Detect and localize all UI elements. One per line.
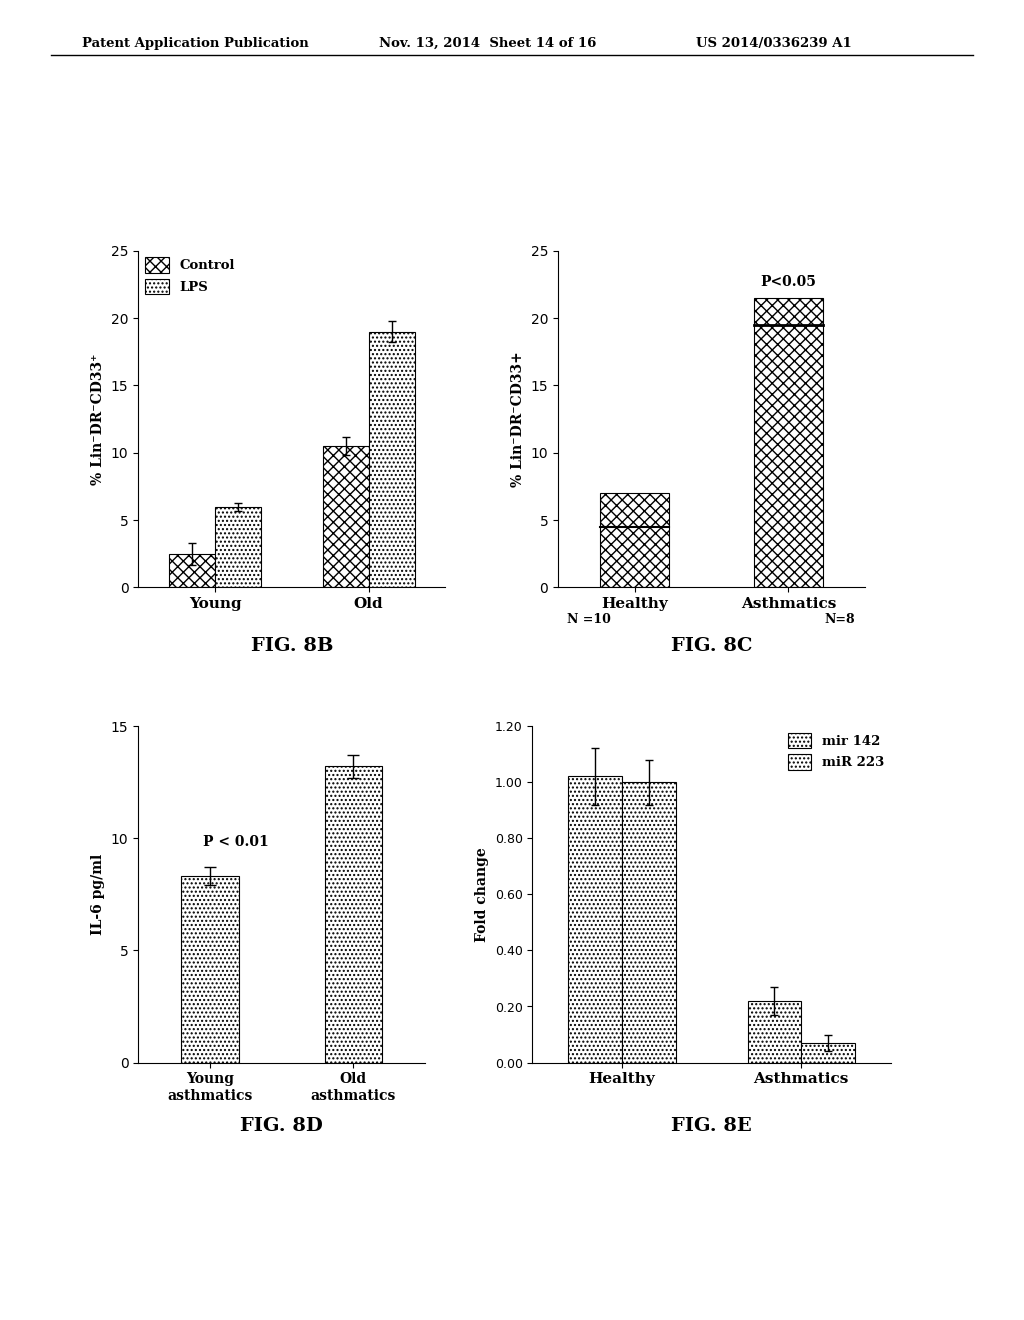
- Text: N =10: N =10: [567, 612, 610, 626]
- Bar: [325, 767, 382, 1063]
- Text: US 2014/0336239 A1: US 2014/0336239 A1: [696, 37, 852, 50]
- Text: FIG. 8C: FIG. 8C: [671, 636, 753, 655]
- Bar: [169, 554, 215, 587]
- Text: FIG. 8B: FIG. 8B: [251, 636, 333, 655]
- Text: Patent Application Publication: Patent Application Publication: [82, 37, 308, 50]
- Y-axis label: Fold change: Fold change: [475, 847, 489, 941]
- Legend: mir 142, miR 223: mir 142, miR 223: [787, 733, 885, 770]
- Y-axis label: % Lin⁻DR⁻CD33+: % Lin⁻DR⁻CD33+: [511, 351, 525, 487]
- Y-axis label: IL-6 pg/ml: IL-6 pg/ml: [91, 854, 105, 935]
- Text: Nov. 13, 2014  Sheet 14 of 16: Nov. 13, 2014 Sheet 14 of 16: [379, 37, 596, 50]
- Text: FIG. 8D: FIG. 8D: [241, 1117, 323, 1135]
- Text: P < 0.01: P < 0.01: [203, 836, 268, 850]
- Legend: Control, LPS: Control, LPS: [144, 257, 234, 294]
- Text: P<0.05: P<0.05: [761, 275, 816, 289]
- Text: FIG. 8E: FIG. 8E: [672, 1117, 752, 1135]
- Bar: [369, 331, 415, 587]
- Bar: [600, 494, 670, 587]
- Bar: [323, 446, 369, 587]
- Bar: [181, 876, 239, 1063]
- Bar: [623, 781, 676, 1063]
- Bar: [215, 507, 261, 587]
- Bar: [568, 776, 623, 1063]
- Bar: [748, 1001, 801, 1063]
- Y-axis label: % Lin⁻DR⁻CD33⁺: % Lin⁻DR⁻CD33⁺: [91, 354, 105, 484]
- Bar: [754, 298, 823, 587]
- Bar: [801, 1043, 855, 1063]
- Text: N=8: N=8: [824, 612, 855, 626]
